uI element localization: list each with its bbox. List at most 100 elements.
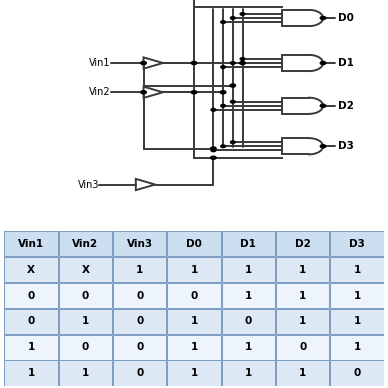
Circle shape (141, 91, 146, 94)
Text: Vin3: Vin3 (126, 239, 153, 249)
Text: 0: 0 (136, 342, 143, 352)
FancyBboxPatch shape (59, 231, 112, 256)
Text: 0: 0 (28, 291, 35, 301)
Text: D2: D2 (338, 101, 353, 111)
Text: 1: 1 (28, 368, 35, 378)
Text: 1: 1 (353, 265, 360, 275)
Circle shape (320, 61, 326, 64)
Text: 1: 1 (245, 342, 252, 352)
FancyBboxPatch shape (330, 334, 384, 360)
Text: 0: 0 (353, 368, 360, 378)
Text: Vin2: Vin2 (89, 87, 111, 97)
FancyBboxPatch shape (222, 309, 275, 334)
Text: D0: D0 (186, 239, 202, 249)
Text: 1: 1 (191, 342, 197, 352)
FancyBboxPatch shape (113, 257, 166, 282)
Text: Vin1: Vin1 (18, 239, 44, 249)
FancyBboxPatch shape (276, 283, 329, 308)
Circle shape (191, 91, 197, 94)
Circle shape (240, 12, 245, 15)
Text: 1: 1 (191, 316, 197, 326)
Text: 0: 0 (136, 368, 143, 378)
Circle shape (211, 109, 216, 111)
Text: 1: 1 (299, 316, 306, 326)
FancyBboxPatch shape (113, 283, 166, 308)
FancyBboxPatch shape (113, 360, 166, 386)
FancyBboxPatch shape (59, 334, 112, 360)
Text: 0: 0 (245, 316, 252, 326)
FancyBboxPatch shape (330, 231, 384, 256)
FancyBboxPatch shape (222, 334, 275, 360)
Text: 0: 0 (28, 316, 35, 326)
Text: 1: 1 (353, 342, 360, 352)
Circle shape (240, 57, 245, 60)
FancyBboxPatch shape (167, 283, 221, 308)
Circle shape (221, 66, 225, 68)
Circle shape (320, 104, 326, 107)
Text: 1: 1 (191, 368, 197, 378)
Circle shape (211, 149, 216, 152)
FancyBboxPatch shape (167, 309, 221, 334)
FancyBboxPatch shape (167, 360, 221, 386)
Circle shape (320, 16, 326, 19)
FancyBboxPatch shape (4, 283, 58, 308)
Circle shape (141, 61, 146, 64)
Text: X: X (81, 265, 89, 275)
Text: Vin3: Vin3 (78, 180, 99, 189)
Text: D2: D2 (295, 239, 310, 249)
Text: 0: 0 (82, 291, 89, 301)
FancyBboxPatch shape (330, 309, 384, 334)
Circle shape (221, 104, 225, 107)
FancyBboxPatch shape (276, 257, 329, 282)
FancyBboxPatch shape (167, 257, 221, 282)
Text: 1: 1 (245, 368, 252, 378)
Text: 0: 0 (136, 291, 143, 301)
FancyBboxPatch shape (4, 231, 58, 256)
Text: X: X (27, 265, 35, 275)
Circle shape (230, 100, 235, 103)
Circle shape (230, 84, 236, 87)
Text: D1: D1 (338, 58, 353, 68)
FancyBboxPatch shape (113, 231, 166, 256)
Circle shape (221, 145, 225, 147)
FancyBboxPatch shape (222, 283, 275, 308)
FancyBboxPatch shape (59, 257, 112, 282)
Text: 0: 0 (191, 291, 197, 301)
Circle shape (230, 17, 235, 19)
FancyBboxPatch shape (167, 334, 221, 360)
Text: 1: 1 (82, 368, 89, 378)
Text: 0: 0 (299, 342, 306, 352)
FancyBboxPatch shape (4, 360, 58, 386)
FancyBboxPatch shape (113, 309, 166, 334)
FancyBboxPatch shape (4, 309, 58, 334)
Text: 1: 1 (299, 291, 306, 301)
Text: 1: 1 (82, 316, 89, 326)
FancyBboxPatch shape (59, 283, 112, 308)
FancyBboxPatch shape (276, 334, 329, 360)
FancyBboxPatch shape (276, 231, 329, 256)
Text: 0: 0 (82, 342, 89, 352)
FancyBboxPatch shape (330, 257, 384, 282)
FancyBboxPatch shape (276, 309, 329, 334)
Circle shape (211, 156, 216, 159)
Text: D3: D3 (349, 239, 365, 249)
FancyBboxPatch shape (59, 360, 112, 386)
Circle shape (220, 91, 226, 94)
FancyBboxPatch shape (222, 257, 275, 282)
Text: 1: 1 (299, 368, 306, 378)
Circle shape (221, 21, 225, 23)
Circle shape (240, 61, 245, 64)
Text: Vin2: Vin2 (72, 239, 99, 249)
Text: 1: 1 (245, 265, 252, 275)
Circle shape (191, 61, 197, 64)
Text: 1: 1 (136, 265, 143, 275)
Text: D3: D3 (338, 141, 353, 151)
FancyBboxPatch shape (113, 334, 166, 360)
Circle shape (230, 141, 235, 144)
Circle shape (211, 147, 216, 150)
FancyBboxPatch shape (222, 360, 275, 386)
Text: 1: 1 (353, 316, 360, 326)
Circle shape (230, 62, 235, 64)
Text: Vin1: Vin1 (89, 58, 111, 68)
FancyBboxPatch shape (276, 360, 329, 386)
